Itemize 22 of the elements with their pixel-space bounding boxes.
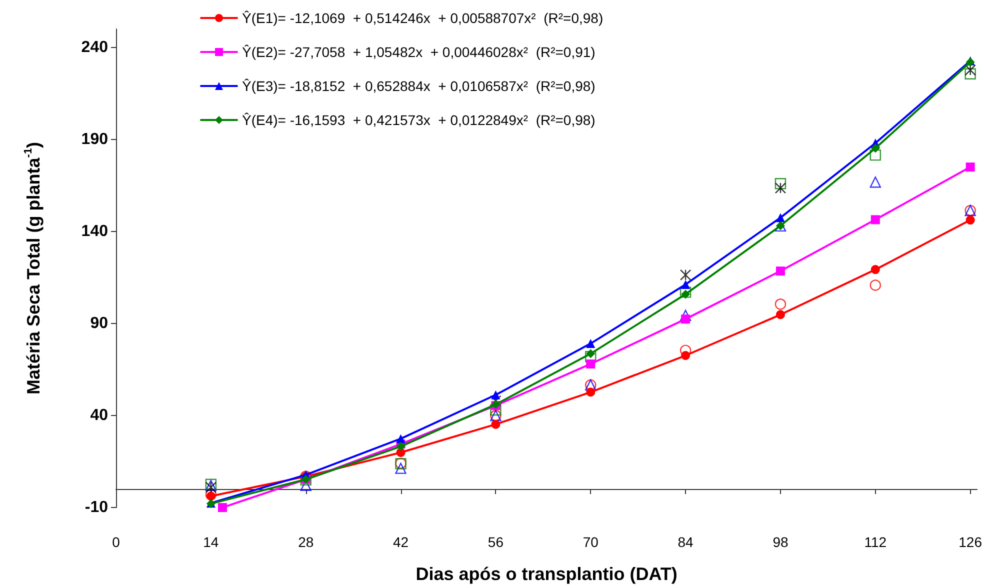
x-tick-label: 84 — [678, 534, 694, 550]
y-tick-label: 190 — [81, 130, 108, 148]
x-tick-label: 42 — [392, 534, 409, 550]
y-tick-label: 90 — [90, 314, 108, 332]
x-tick-label: 112 — [864, 534, 887, 550]
x-tick-label: 56 — [488, 534, 504, 550]
y-axis-title: Matéria Seca Total (g planta-1) — [22, 142, 44, 395]
x-axis-title: Dias após o transplantio (DAT) — [416, 564, 678, 584]
legend-label: Ŷ(E4)= -16,1593 + 0,421573x + 0,0122849x² (R²=0,98) — [242, 112, 596, 128]
y-tick-label: -10 — [84, 499, 108, 516]
x-tick-label: 98 — [772, 534, 788, 550]
legend-label: Ŷ(E2)= -27,7058 + 1,05482x + 0,00446028x² (R²=0,91) — [242, 44, 596, 60]
x-tick-label: 126 — [958, 534, 982, 550]
legend-label: Ŷ(E1)= -12,1069 + 0,514246x + 0,00588707x² (R²=0,98) — [242, 10, 604, 26]
y-tick-label: 240 — [81, 38, 108, 56]
y-tick-label: 40 — [90, 407, 108, 424]
x-tick-label: 28 — [298, 534, 314, 550]
x-tick-label: 14 — [203, 534, 219, 550]
legend-label: Ŷ(E3)= -18,8152 + 0,652884x + 0,0106587x² (R²=0,98) — [242, 78, 596, 94]
x-tick-label: 0 — [112, 534, 120, 550]
y-tick-label: 140 — [81, 222, 108, 240]
x-tick-label: 70 — [582, 534, 599, 550]
